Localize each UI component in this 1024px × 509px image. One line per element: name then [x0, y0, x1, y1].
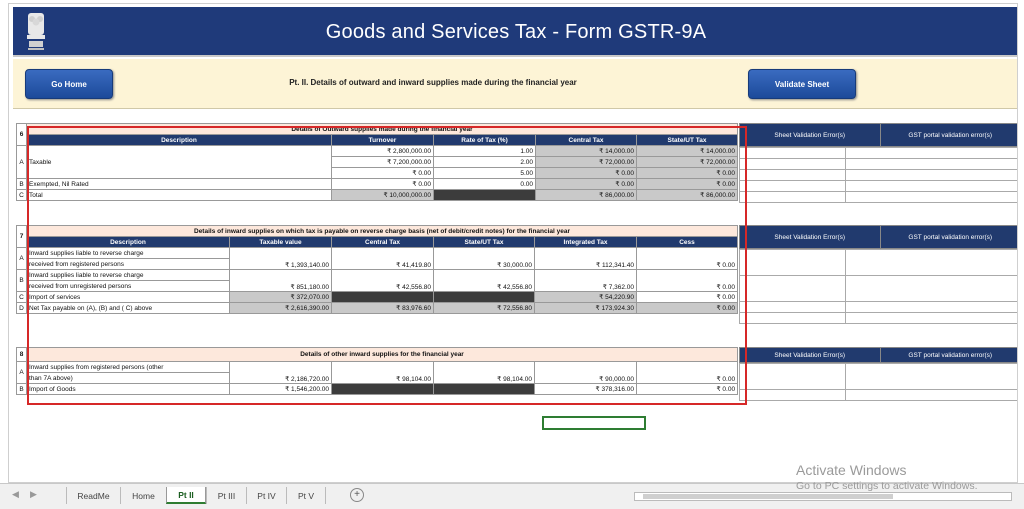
state-tax-cell: [433, 383, 535, 395]
validation-header-6: Sheet Validation Error(s) GST portal val…: [739, 123, 1017, 147]
rate-cell: [433, 189, 536, 201]
tab-pt-v[interactable]: Pt V: [286, 487, 326, 504]
go-home-button[interactable]: Go Home: [25, 69, 113, 99]
selected-cell[interactable]: [542, 416, 646, 430]
column-header: Integrated Tax: [534, 236, 637, 248]
table-row: B Inward supplies liable to reverse char…: [16, 269, 739, 292]
table-row: A Inward supplies liable to reverse char…: [16, 247, 739, 270]
watermark-line-1: Activate Windows: [796, 462, 907, 478]
table-section-8: 8 Details of other inward supplies for t…: [16, 347, 739, 395]
tab-home[interactable]: Home: [120, 487, 166, 504]
sheet-validation-header: Sheet Validation Error(s): [740, 124, 881, 146]
section-number: 7: [16, 225, 27, 248]
table-row: A Taxable ₹ 2,800,000.00 1.00 ₹ 14,000.0…: [16, 145, 738, 179]
scrollbar-thumb[interactable]: [643, 494, 893, 499]
state-tax-cell[interactable]: ₹ 72,556.80: [433, 302, 535, 314]
central-tax-cell[interactable]: ₹ 86,000.00: [535, 189, 637, 201]
tab-pt-ii[interactable]: Pt II: [166, 487, 206, 504]
sheet-tab-bar: ◀ ▶ ReadMe Home Pt II Pt III Pt IV Pt V …: [0, 483, 1024, 509]
page-title: Goods and Services Tax - Form GSTR-9A: [325, 21, 707, 43]
central-tax-cell[interactable]: ₹ 83,976.60: [331, 302, 434, 314]
row-label: A: [16, 361, 27, 384]
validation-grid-6: [739, 147, 1017, 203]
tab-pt-iii[interactable]: Pt III: [206, 487, 246, 504]
table-row: A Inward supplies from registered person…: [16, 361, 739, 384]
cess-cell[interactable]: ₹ 0.00: [635, 302, 739, 314]
row-label: C: [16, 291, 27, 303]
sheet-validation-header: Sheet Validation Error(s): [740, 348, 881, 362]
part-title: Pt. II. Details of outward and inward su…: [289, 78, 577, 87]
portal-validation-header: GST portal validation error(s): [908, 351, 993, 359]
portal-validation-header: GST portal validation error(s): [908, 131, 993, 139]
title-bar: Goods and Services Tax - Form GSTR-9A: [13, 7, 1017, 57]
table-row: D Net Tax payable on (A), (B) and ( C) a…: [16, 302, 739, 314]
row-label: C: [16, 189, 27, 201]
navigation-band: Go Home Pt. II. Details of outward and i…: [13, 59, 1017, 109]
table-row: C Total ₹ 10,000,000.00 ₹ 86,000.00 ₹ 86…: [16, 189, 738, 201]
table-row: B Import of Goods ₹ 1,546,200.00 ₹ 378,3…: [16, 383, 739, 395]
scroll-right-icon[interactable]: ▶: [30, 489, 37, 499]
row-label: A: [16, 145, 27, 179]
tab-pt-iv[interactable]: Pt IV: [246, 487, 286, 504]
central-tax-cell: [331, 383, 434, 395]
validation-grid-8: [739, 363, 1017, 401]
table-section-7: 7 Details of inward supplies on which ta…: [16, 225, 739, 314]
turnover-cell[interactable]: ₹ 10,000,000.00: [331, 189, 434, 201]
state-tax-cell[interactable]: ₹ 14,000.00: [636, 145, 738, 157]
column-header: Central Tax: [535, 134, 637, 146]
portal-validation-header: GST portal validation error(s): [908, 233, 993, 241]
add-sheet-icon[interactable]: +: [350, 488, 364, 502]
validation-grid-7: [739, 249, 1017, 324]
validate-sheet-button[interactable]: Validate Sheet: [748, 69, 856, 99]
row-label: B: [16, 383, 27, 395]
emblem-icon: [27, 13, 45, 50]
row-label: A: [16, 247, 27, 270]
integrated-tax-cell[interactable]: ₹ 173,924.30: [534, 302, 637, 314]
section-title: Details of other inward supplies for the…: [25, 347, 739, 362]
cess-cell[interactable]: ₹ 0.00: [635, 383, 739, 395]
scroll-left-icon[interactable]: ◀: [12, 489, 19, 499]
state-tax-cell[interactable]: ₹ 86,000.00: [636, 189, 738, 201]
activate-windows-watermark: Activate Windows Go to PC settings to ac…: [796, 462, 978, 492]
validation-header-8: Sheet Validation Error(s) GST portal val…: [739, 347, 1017, 363]
section-number: 8: [16, 347, 27, 362]
validation-header-7: Sheet Validation Error(s) GST portal val…: [739, 225, 1017, 249]
row-label: B: [16, 269, 27, 292]
horizontal-scrollbar[interactable]: [634, 492, 1012, 501]
section-number: 6: [16, 123, 27, 146]
table-row: ₹ 7,200,000.00 2.00 ₹ 72,000.00 ₹ 72,000…: [17, 156, 738, 168]
row-label: B: [16, 178, 27, 190]
row-label: D: [16, 302, 27, 314]
sheet-validation-header: Sheet Validation Error(s): [740, 226, 881, 248]
spreadsheet-window: Goods and Services Tax - Form GSTR-9A Go…: [8, 3, 1018, 483]
highlight-box: [27, 126, 747, 405]
watermark-line-2: Go to PC settings to activate Windows.: [796, 480, 978, 492]
row-description[interactable]: Taxable: [26, 145, 332, 179]
tab-readme[interactable]: ReadMe: [66, 487, 120, 504]
